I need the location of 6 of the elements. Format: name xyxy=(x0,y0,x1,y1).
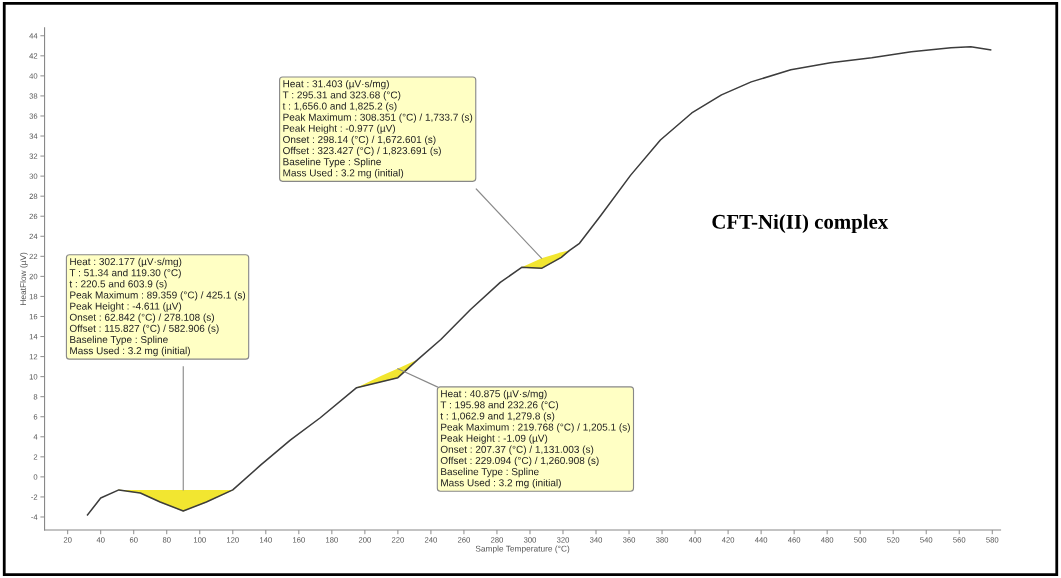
text: Heat : 40.875 (µV·s/mg) T : 195.98 and 232.26 (°C) t : 1,062.9 and 1,279.8 (s) Peak Maximum : 219.768 (°C) / 1,205.1 (s) Peak Height : -1.09 (µV) Onset : 207.37 (°C) / 1,131.003 (s) Offset : 229.094 (°C) / 1,260.908 (s) Baseline Type : Spline Mass Used : 3.2 mg (initial) xyxy=(440,389,630,489)
text: Heat : 302.177 (µV·s/mg) T : 51.34 and 119.30 (°C) t : 220.5 and 603.9 (s) Peak Maximum : 89.359 (°C) / 425.1 (s) Peak Height : -4.611 (µV) Onset : 62.842 (°C) / 278.108 (s) Offset : 115.827 (°C) / 582.906 (s) Baseline Type : Spline Mass Used : 3.2 mg (initial) xyxy=(69,257,246,357)
text: Heat : 31.403 (µV·s/mg) T : 295.31 and 323.68 (°C) t : 1,656.0 and 1,825.2 (s) Peak Maximum : 308.351 (°C) / 1,733.7 (s) Peak Height : -0.977 (µV) Onset : 298.14 (°C) / 1,672.601 (s) Offset : 323.427 (°C) / 1,823.691 (s) Baseline Type : Spline Mass Used : 3.2 mg (initial) xyxy=(282,79,473,179)
y-axis-title: HeatFlow (µV) xyxy=(19,252,28,305)
x-axis-title: Sample Temperature (°C) xyxy=(475,545,570,554)
annotation: CFT-Ni(II) complex xyxy=(712,214,889,234)
